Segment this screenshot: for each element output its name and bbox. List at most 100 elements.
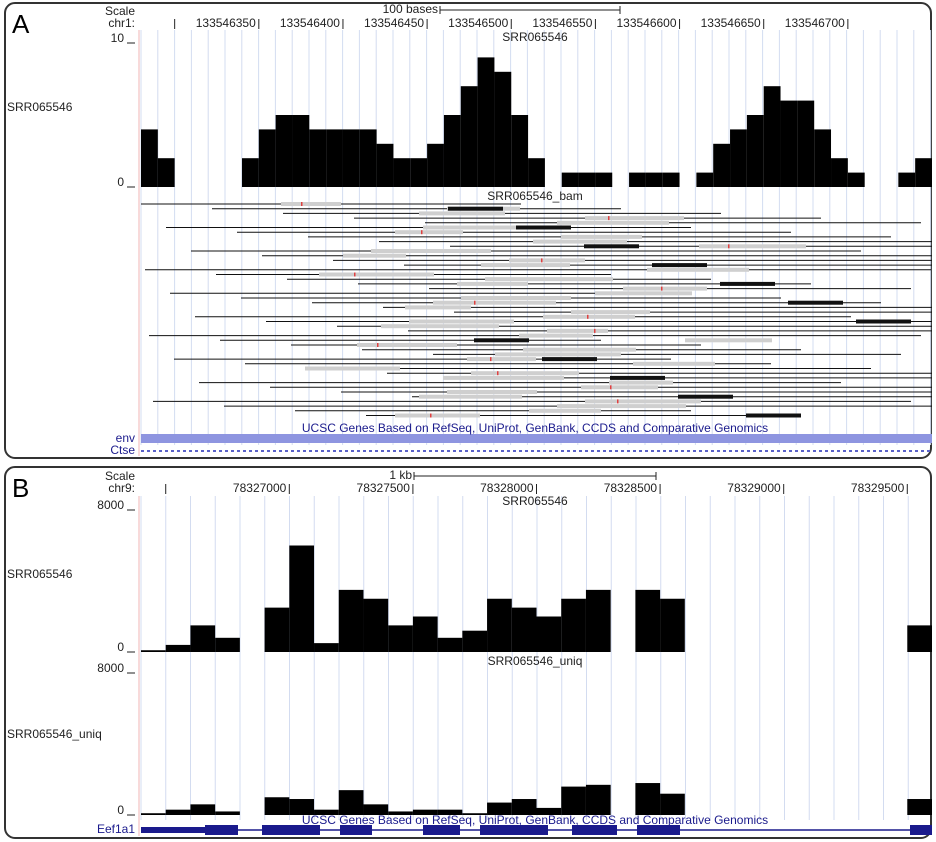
reads-title: SRR065546_bam [487, 189, 582, 203]
read-block [557, 220, 669, 225]
scale-bar [439, 6, 621, 14]
read-block [746, 413, 801, 418]
read-block [485, 277, 613, 282]
read-block [856, 319, 911, 324]
coverage-bar [585, 784, 611, 815]
coverage-bar [190, 625, 216, 652]
coverage-bar [412, 616, 438, 652]
coverage-bar [376, 143, 394, 187]
read-block [495, 352, 621, 357]
scale-label: Scale [105, 4, 135, 18]
coverage-bar [487, 802, 512, 815]
chrom-label: chr9: [108, 481, 135, 495]
coverage-bar [314, 809, 339, 815]
y-tick-label: 8000 [97, 661, 124, 675]
coverage-bar [578, 172, 596, 187]
mismatch [661, 286, 663, 291]
track-title: SRR065546 [502, 494, 568, 508]
read-block [652, 263, 707, 268]
coverage-bar [797, 100, 815, 187]
exon [480, 825, 548, 835]
coverage-bar [477, 57, 495, 188]
coverage-bar [635, 783, 661, 815]
read-block [419, 211, 505, 216]
panel-label: B [12, 473, 29, 503]
gene-name: Ctse [110, 443, 135, 457]
gene-track-title: UCSC Genes Based on RefSeq, UniProt, Gen… [302, 421, 768, 435]
coverage-bar [141, 650, 166, 652]
read-block [685, 338, 772, 343]
coverage-bar [264, 607, 290, 652]
read-block [633, 361, 715, 366]
coverage-bar [309, 129, 327, 187]
utr [141, 827, 205, 833]
read-block [474, 338, 529, 343]
read-block [509, 258, 585, 263]
read-block [395, 230, 463, 235]
coverage-bar [314, 643, 339, 652]
coverage-bar [635, 589, 661, 652]
y-tick-label: 0 [117, 803, 124, 817]
coverage-bar [292, 115, 310, 187]
coverage-bar [427, 143, 444, 187]
coverage-bar [915, 158, 932, 187]
read-block [433, 300, 556, 305]
exon [205, 825, 238, 835]
scale-bar-label: 100 bases [383, 2, 438, 16]
coverage-bar [780, 100, 798, 187]
coverage-bar [662, 172, 680, 187]
read-block [571, 310, 650, 315]
coverage-bar [264, 797, 290, 815]
exon [572, 825, 617, 835]
coverage-bar [494, 71, 512, 187]
background-grid [140, 30, 932, 820]
coverage-bar [190, 804, 216, 815]
eef1a1-gene [141, 825, 932, 835]
mismatch [490, 357, 492, 362]
coverage-bar [907, 799, 932, 815]
read-block [595, 291, 692, 296]
coverage-bar [645, 172, 663, 187]
read-block [623, 286, 707, 291]
read-block [281, 202, 341, 206]
coverage-bar [443, 115, 461, 187]
coverage-bar [907, 625, 932, 652]
read-block [381, 324, 499, 329]
coverage-bar [393, 158, 411, 187]
x-tick-label: 78328500 [604, 481, 658, 495]
coverage-bar [363, 804, 389, 815]
mismatch [474, 300, 476, 305]
read-block [443, 375, 564, 380]
read-block [609, 380, 673, 385]
coverage-bar [585, 589, 611, 652]
coverage-bar [511, 799, 537, 815]
env-gene [141, 434, 932, 443]
coverage-bar [561, 786, 586, 815]
read-block [647, 267, 749, 272]
coverage-bar [141, 129, 158, 187]
read-block [305, 366, 400, 371]
coverage-bar [338, 790, 364, 815]
read-block [788, 300, 843, 305]
gene-name: env [116, 431, 135, 445]
read-block [457, 281, 528, 286]
read-block [409, 319, 514, 324]
read-block [357, 343, 457, 347]
track-label: SRR065546_uniq [7, 727, 102, 741]
read-block [343, 253, 406, 258]
y-tick-label: 0 [117, 640, 124, 654]
coverage-bar [412, 809, 438, 815]
coverage-bar [289, 545, 315, 652]
coverage-bar [359, 129, 377, 187]
mismatch [377, 343, 379, 347]
mismatch [610, 385, 612, 390]
x-tick-label: 78329500 [851, 481, 905, 495]
chrom-label: chr1: [108, 16, 135, 30]
scale-bar [413, 472, 657, 480]
read-block [447, 390, 537, 394]
gene-track-title: UCSC Genes Based on RefSeq, UniProt, Gen… [302, 813, 768, 827]
read-block [481, 263, 570, 268]
track-title: SRR065546 [502, 30, 568, 44]
reads-track [141, 202, 932, 418]
